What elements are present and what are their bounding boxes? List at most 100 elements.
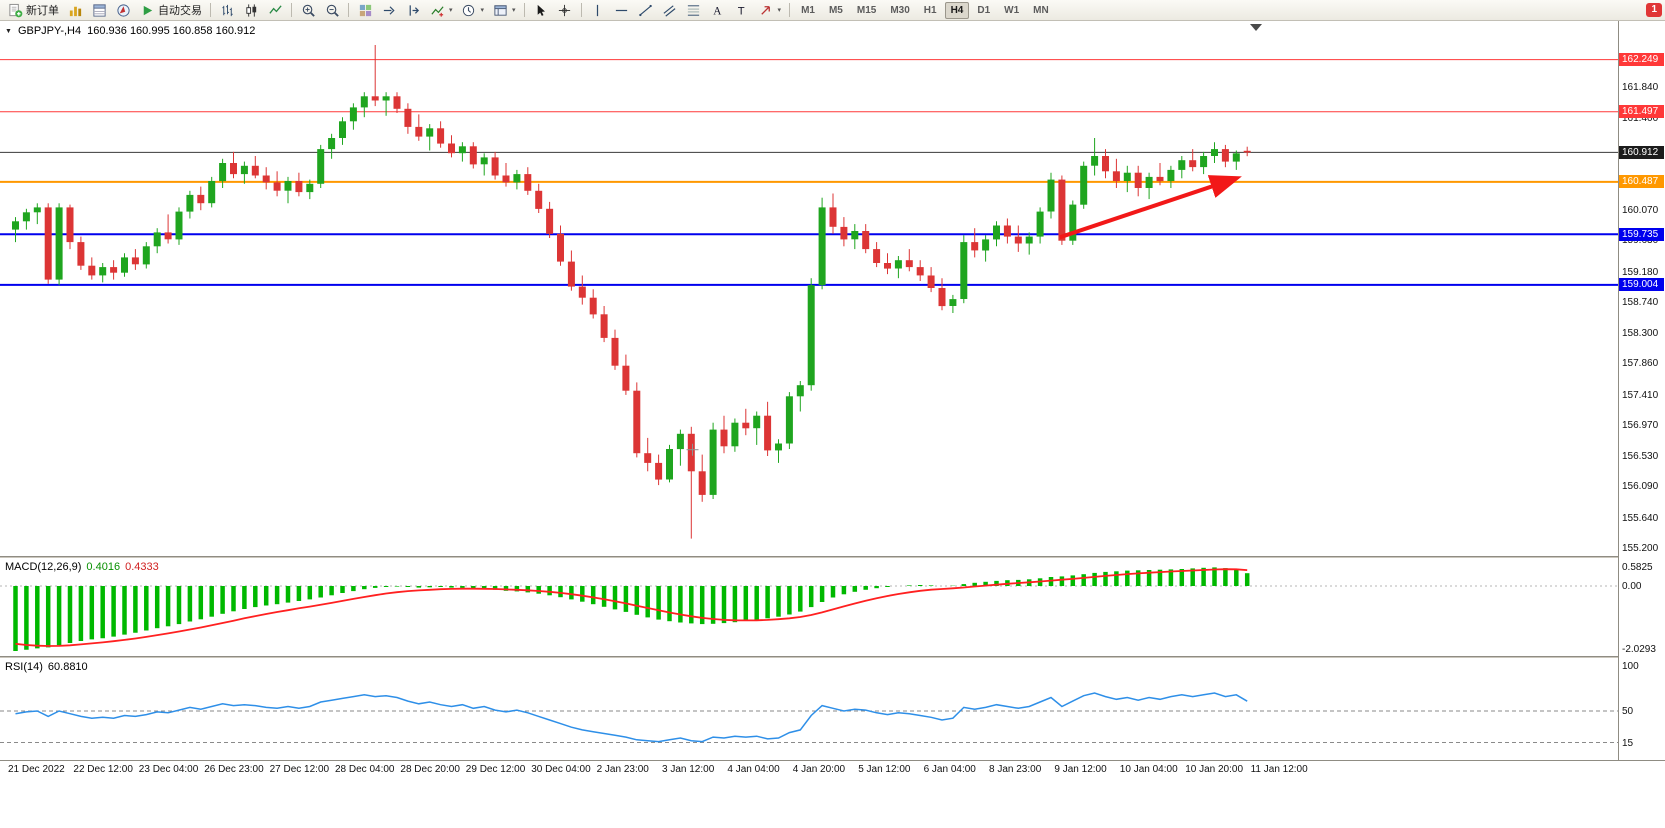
time-axis[interactable]: 21 Dec 2022 22 Dec 12:00 23 Dec 04:00 26 De… — [0, 760, 1665, 781]
price-label[interactable]: 162.249 — [1619, 53, 1664, 67]
price-axis[interactable]: 161.840161.400160.070159.630159.180158.7… — [1619, 21, 1665, 760]
time-tick-label: 4 Jan 20:00 — [792, 764, 846, 775]
timeframe-m1-button[interactable]: M1 — [801, 4, 815, 16]
chevron-down-icon: ▾ — [480, 7, 485, 14]
macd-signal-line — [15, 568, 1248, 647]
autotrading-button-label: 自动交易 — [158, 5, 202, 17]
indicators-button[interactable]: ▾ — [425, 0, 457, 20]
vline-button[interactable] — [586, 0, 610, 20]
timeframe-m5-button[interactable]: M5 — [828, 4, 843, 16]
zoom-in-button[interactable] — [296, 0, 320, 20]
time-tick-label: 26 Dec 23:00 — [204, 764, 264, 775]
time-tick-label: 2 Jan 23:00 — [596, 764, 649, 775]
navigator-button[interactable] — [111, 0, 135, 20]
macd-scale-zero: 0.00 — [1622, 581, 1642, 592]
cursor-button[interactable] — [529, 0, 553, 20]
svg-text:T: T — [738, 5, 745, 17]
zoom-out-icon — [324, 2, 340, 18]
price-tick-label: 158.300 — [1622, 327, 1659, 339]
text-button[interactable]: A — [706, 0, 730, 20]
bar-chart-button[interactable] — [215, 0, 239, 20]
time-tick-label: 9 Jan 12:00 — [1054, 764, 1107, 775]
bar-chart-icon — [219, 2, 235, 18]
vline-icon — [590, 2, 606, 18]
tile-windows-button[interactable] — [353, 0, 377, 20]
timeframe-mn-button[interactable]: MN — [1033, 4, 1049, 16]
autotrading-button[interactable]: 自动交易 — [135, 0, 206, 20]
toolbar-separator — [789, 3, 791, 17]
new-order-button[interactable]: 新订单 — [3, 0, 63, 20]
time-tick-label: 4 Jan 04:00 — [727, 764, 780, 775]
macd-scale-max: 0.5825 — [1622, 562, 1653, 574]
templates-button[interactable]: ▾ — [488, 0, 520, 20]
fibo-button[interactable] — [682, 0, 706, 20]
time-tick-label: 21 Dec 2022 — [8, 764, 65, 775]
price-label[interactable]: 160.487 — [1619, 175, 1664, 189]
rsi-panel[interactable] — [0, 658, 1618, 760]
price-tick-label: 161.840 — [1622, 82, 1659, 93]
price-tick-label: 155.200 — [1622, 543, 1659, 554]
channel-button[interactable] — [658, 0, 682, 20]
price-label[interactable]: 160.912 — [1619, 145, 1664, 159]
crosshair-marker — [686, 443, 699, 456]
price-label[interactable]: 159.735 — [1619, 227, 1664, 241]
price-tick-label: 157.410 — [1622, 389, 1659, 401]
timeframe-h4-button[interactable]: H4 — [944, 1, 970, 19]
price-tick-label: 159.180 — [1622, 266, 1659, 278]
zoom-out-button[interactable] — [320, 0, 344, 20]
crosshair-button[interactable] — [553, 0, 577, 20]
auto-scroll-button[interactable] — [377, 0, 401, 20]
time-tick-label: 10 Jan 20:00 — [1185, 764, 1244, 775]
data-window-button[interactable] — [87, 0, 111, 20]
market-watch-button[interactable] — [63, 0, 87, 20]
rsi-line — [15, 692, 1248, 743]
trend-arrow-annotation[interactable] — [1059, 175, 1242, 240]
time-tick-label: 10 Jan 04:00 — [1119, 764, 1178, 775]
price-label[interactable]: 159.004 — [1619, 278, 1664, 292]
templates-icon — [492, 2, 508, 18]
toolbar: 新订单 自动交易 ▾ ▾ ▾ A T ▾ M1 M5 M15 M30 H1 H4 D1 W1 MN 1 — [0, 0, 1665, 21]
market-watch-icon — [67, 2, 83, 18]
timeframe-m30-button[interactable]: M30 — [890, 4, 910, 16]
toolbar-separator — [291, 3, 292, 17]
macd-signal-value: 0.4333 — [125, 561, 159, 573]
timeframe-m15-button[interactable]: M15 — [856, 4, 877, 16]
chart-shift-marker[interactable] — [1250, 24, 1262, 31]
chart-expand-icon[interactable]: ▼ — [5, 27, 12, 35]
chart-shift-button[interactable] — [401, 0, 425, 20]
chevron-down-icon: ▾ — [512, 7, 516, 14]
time-tick-label: 5 Jan 12:00 — [858, 764, 911, 775]
main-chart[interactable] — [0, 21, 1618, 556]
arrows-button[interactable]: ▾ — [754, 0, 786, 20]
periods-icon — [461, 2, 477, 18]
data-window-icon — [91, 2, 107, 18]
auto-scroll-icon — [381, 2, 397, 18]
cursor-icon — [533, 2, 549, 18]
periods-button[interactable]: ▾ — [457, 0, 489, 20]
line-chart-button[interactable] — [263, 0, 287, 20]
timeframe-d1-button[interactable]: D1 — [977, 4, 991, 16]
macd-panel[interactable] — [0, 558, 1618, 656]
timeframe-w1-button[interactable]: W1 — [1004, 4, 1020, 16]
new-order-button-label: 新订单 — [26, 5, 59, 17]
zoom-in-icon — [300, 2, 316, 18]
candle-chart-button[interactable] — [239, 0, 263, 20]
label-button[interactable]: T — [730, 0, 754, 20]
timeframe-h1-button[interactable]: H1 — [923, 4, 937, 16]
tile-windows-icon — [357, 2, 373, 18]
macd-main-value: 0.4016 — [86, 561, 121, 573]
panel-separator[interactable] — [0, 556, 1665, 558]
hline-button[interactable] — [610, 0, 634, 20]
price-label[interactable]: 161.497 — [1619, 105, 1664, 119]
chevron-down-icon: ▾ — [777, 7, 782, 14]
chevron-down-icon: ▾ — [449, 7, 453, 14]
chart-ohlc-values: 160.936 160.995 160.858 160.912 — [87, 25, 256, 37]
trendline-button[interactable] — [634, 0, 658, 20]
time-tick-label: 28 Dec 04:00 — [335, 764, 395, 775]
macd-histogram — [13, 567, 1250, 651]
price-tick-label: 156.090 — [1622, 481, 1659, 493]
price-tick-label: 157.860 — [1622, 358, 1659, 370]
time-tick-label: 28 Dec 20:00 — [400, 764, 460, 775]
panel-separator[interactable] — [0, 656, 1665, 658]
notification-badge[interactable]: 1 — [1646, 3, 1662, 17]
